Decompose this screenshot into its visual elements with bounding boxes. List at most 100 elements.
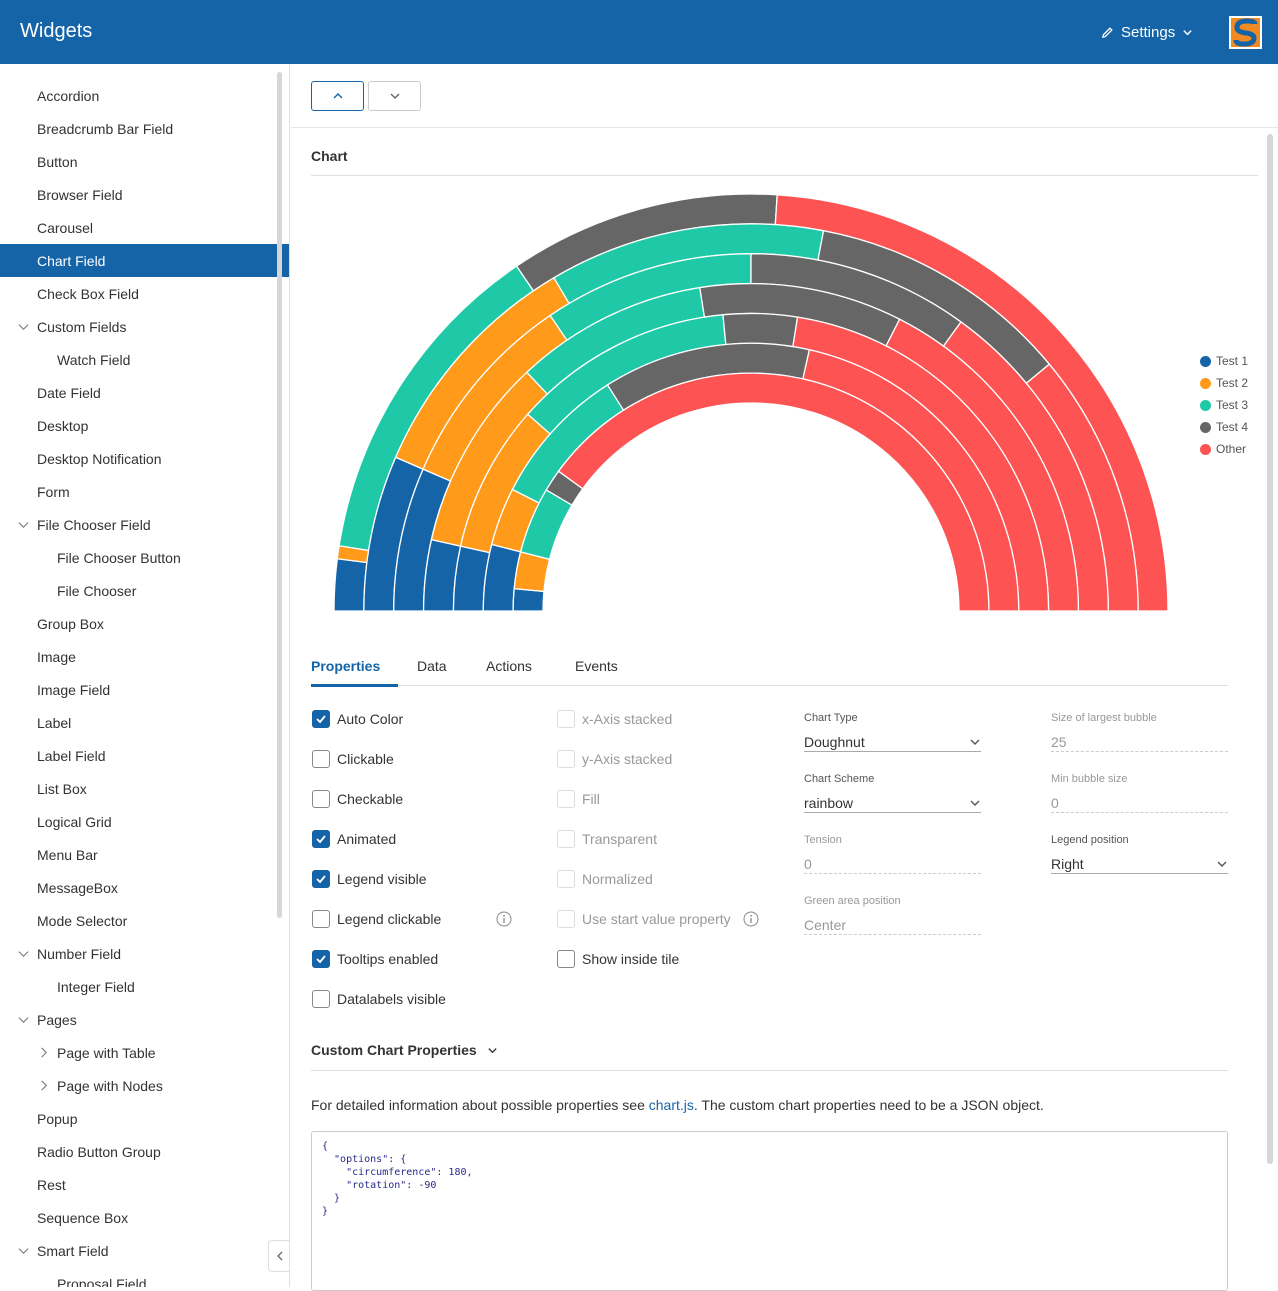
- sidebar-item[interactable]: Chart Field: [0, 244, 289, 277]
- tab-events[interactable]: Events: [575, 658, 618, 674]
- custom-props-editor[interactable]: { "options": { "circumference": 180, "ro…: [311, 1131, 1228, 1291]
- sidebar-item[interactable]: Label Field: [0, 739, 289, 772]
- expand-chevron-icon[interactable]: [17, 1014, 29, 1026]
- checkbox-field[interactable]: Checkable: [312, 789, 403, 809]
- legend-item: Test 2: [1200, 372, 1248, 394]
- desc-text: For detailed information about possible …: [311, 1097, 649, 1113]
- sidebar-item[interactable]: Sequence Box: [0, 1201, 289, 1234]
- sidebar-item[interactable]: File Chooser Field: [0, 508, 289, 541]
- sidebar-item[interactable]: Popup: [0, 1102, 289, 1135]
- sidebar-item[interactable]: Accordion: [0, 79, 289, 112]
- custom-props-description: For detailed information about possible …: [311, 1097, 1044, 1113]
- checkbox-field[interactable]: Tooltips enabled: [312, 949, 438, 969]
- sidebar-item[interactable]: Logical Grid: [0, 805, 289, 838]
- app-logo: [1229, 16, 1262, 49]
- sidebar-item[interactable]: Page with Table: [0, 1036, 289, 1069]
- sidebar-item-label: Desktop: [37, 417, 89, 434]
- chart-segment[interactable]: [557, 372, 990, 612]
- chart-segment[interactable]: [512, 587, 545, 612]
- sidebar-item[interactable]: Desktop: [0, 409, 289, 442]
- chartjs-link[interactable]: chart.js: [648, 1097, 694, 1113]
- tab-data[interactable]: Data: [417, 658, 447, 674]
- checkbox-unchecked[interactable]: [312, 990, 330, 1008]
- chart-type-select[interactable]: Doughnut: [804, 728, 981, 752]
- checkbox-field[interactable]: Legend visible: [312, 869, 427, 889]
- chart-scheme-field[interactable]: Chart Scheme rainbow: [804, 773, 981, 813]
- tab-actions[interactable]: Actions: [486, 658, 532, 674]
- sidebar-item[interactable]: File Chooser: [0, 574, 289, 607]
- checkbox-checked[interactable]: [312, 870, 330, 888]
- expand-chevron-icon[interactable]: [17, 1245, 29, 1257]
- checkbox-unchecked[interactable]: [312, 910, 330, 928]
- sidebar-item[interactable]: Carousel: [0, 211, 289, 244]
- sidebar-item[interactable]: Pages: [0, 1003, 289, 1036]
- sidebar-item[interactable]: Radio Button Group: [0, 1135, 289, 1168]
- chart-type-field[interactable]: Chart Type Doughnut: [804, 712, 981, 752]
- sidebar-item[interactable]: Form: [0, 475, 289, 508]
- checkbox-field[interactable]: Auto Color: [312, 709, 403, 729]
- doughnut-chart[interactable]: [291, 184, 1251, 624]
- sidebar-item[interactable]: Image: [0, 640, 289, 673]
- app-title: Widgets: [20, 20, 93, 42]
- checkbox-field[interactable]: Clickable: [312, 749, 394, 769]
- custom-chart-properties-header[interactable]: Custom Chart Properties: [311, 1042, 498, 1058]
- expand-chevron-icon[interactable]: [17, 948, 29, 960]
- expand-chevron-icon[interactable]: [17, 519, 29, 531]
- checkbox-checked[interactable]: [312, 830, 330, 848]
- sidebar-item[interactable]: Proposal Field: [0, 1267, 289, 1288]
- checkbox-checked[interactable]: [312, 950, 330, 968]
- checkbox-unchecked[interactable]: [312, 790, 330, 808]
- checkbox-field[interactable]: Legend clickable: [312, 909, 441, 929]
- sidebar-item[interactable]: MessageBox: [0, 871, 289, 904]
- sidebar-item[interactable]: List Box: [0, 772, 289, 805]
- checkbox-field[interactable]: Show inside tile: [557, 949, 679, 969]
- sidebar-item[interactable]: File Chooser Button: [0, 541, 289, 574]
- checkbox-unchecked[interactable]: [557, 950, 575, 968]
- settings-menu[interactable]: Settings: [1101, 22, 1193, 42]
- sidebar-item[interactable]: Menu Bar: [0, 838, 289, 871]
- info-icon[interactable]: [496, 911, 512, 927]
- expand-chevron-icon[interactable]: [17, 321, 29, 333]
- sidebar-item[interactable]: Custom Fields: [0, 310, 289, 343]
- sidebar-item[interactable]: Smart Field: [0, 1234, 289, 1267]
- sidebar-item[interactable]: Number Field: [0, 937, 289, 970]
- sidebar-item[interactable]: Page with Nodes: [0, 1069, 289, 1102]
- sidebar-item-label: Check Box Field: [37, 285, 139, 302]
- chart-segment[interactable]: [333, 558, 368, 612]
- sidebar-item[interactable]: Group Box: [0, 607, 289, 640]
- main-scrollbar[interactable]: [1267, 134, 1273, 1164]
- chart-scheme-select[interactable]: rainbow: [804, 789, 981, 813]
- legend-position-select[interactable]: Right: [1051, 850, 1228, 874]
- legend-label: Test 4: [1216, 420, 1249, 434]
- checkbox-field[interactable]: Datalabels visible: [312, 989, 446, 1009]
- sidebar-item[interactable]: Check Box Field: [0, 277, 289, 310]
- collapse-sidebar-button[interactable]: [268, 1240, 289, 1272]
- checkbox-unchecked[interactable]: [312, 750, 330, 768]
- sidebar-item[interactable]: Rest: [0, 1168, 289, 1201]
- sidebar-item[interactable]: Watch Field: [0, 343, 289, 376]
- sidebar-item[interactable]: Image Field: [0, 673, 289, 706]
- sidebar-item-label: Accordion: [37, 87, 100, 104]
- checkbox-unchecked: [557, 870, 575, 888]
- sidebar-item[interactable]: Button: [0, 145, 289, 178]
- collapse-chevron-icon[interactable]: [37, 1047, 49, 1059]
- navigate-up-button[interactable]: [311, 81, 364, 111]
- legend-position-field[interactable]: Legend position Right: [1051, 834, 1228, 874]
- tab-properties[interactable]: Properties: [311, 658, 381, 674]
- checkbox-checked[interactable]: [312, 710, 330, 728]
- sidebar-item[interactable]: Label: [0, 706, 289, 739]
- sidebar-item[interactable]: Desktop Notification: [0, 442, 289, 475]
- info-icon[interactable]: [743, 911, 759, 927]
- collapse-chevron-icon[interactable]: [37, 1080, 49, 1092]
- sidebar-item[interactable]: Date Field: [0, 376, 289, 409]
- sidebar-scrollbar[interactable]: [277, 72, 282, 918]
- navigate-down-button[interactable]: [368, 81, 421, 111]
- field-label: Size of largest bubble: [1051, 712, 1157, 724]
- sidebar-item-label: Image: [37, 648, 76, 665]
- sidebar-item[interactable]: Browser Field: [0, 178, 289, 211]
- checkbox-field[interactable]: Animated: [312, 829, 396, 849]
- chart-segment[interactable]: [722, 312, 799, 348]
- sidebar-item[interactable]: Breadcrumb Bar Field: [0, 112, 289, 145]
- sidebar-item[interactable]: Integer Field: [0, 970, 289, 1003]
- sidebar-item[interactable]: Mode Selector: [0, 904, 289, 937]
